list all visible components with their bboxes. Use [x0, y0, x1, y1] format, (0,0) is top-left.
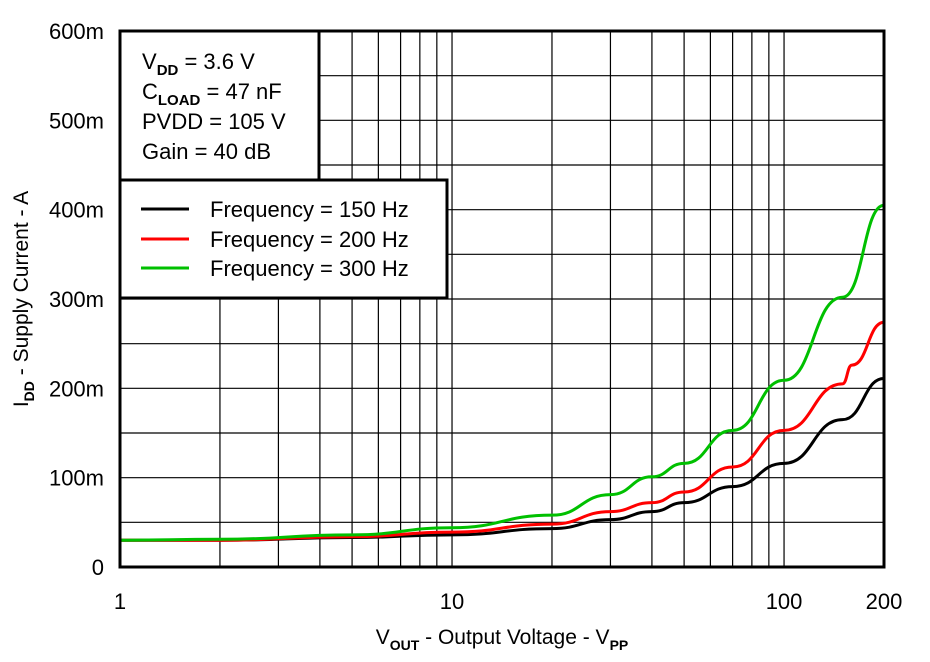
x-tick-label: 10 [440, 589, 464, 614]
x-tick-label: 1 [114, 589, 126, 614]
conditions-box: VDD = 3.6 V CLOAD = 47 nF PVDD = 105 V G… [118, 29, 321, 183]
y-tick-label: 0 [92, 555, 104, 580]
condition-pvdd: PVDD = 105 V [142, 109, 286, 134]
x-tick-label: 100 [766, 589, 803, 614]
series-line-1 [119, 320, 885, 542]
condition-cload: CLOAD = 47 nF [142, 79, 282, 109]
x-tick-label: 200 [866, 589, 903, 614]
y-axis-label: IDD - Supply Current - A [10, 191, 37, 407]
x-axis-label: VOUT - Output Voltage - VPP [376, 626, 629, 653]
y-tick-label: 400m [49, 198, 104, 223]
series-line-2 [119, 203, 885, 542]
y-tick-label: 600m [49, 19, 104, 44]
legend: Frequency = 150 Hz Frequency = 200 Hz Fr… [118, 178, 449, 300]
y-tick-label: 200m [49, 376, 104, 401]
y-tick-label: 500m [49, 108, 104, 133]
condition-vdd: VDD = 3.6 V [142, 49, 255, 79]
series-lines [119, 203, 885, 542]
legend-label-200hz: Frequency = 200 Hz [210, 227, 409, 252]
condition-gain: Gain = 40 dB [142, 139, 271, 164]
legend-label-150hz: Frequency = 150 Hz [210, 197, 409, 222]
y-tick-label: 100m [49, 466, 104, 491]
tick-labels: 1 10 100 200 0 100m 200m 300m 400m 500m 600m [49, 19, 902, 614]
y-tick-label: 300m [49, 287, 104, 312]
legend-label-300hz: Frequency = 300 Hz [210, 256, 409, 281]
